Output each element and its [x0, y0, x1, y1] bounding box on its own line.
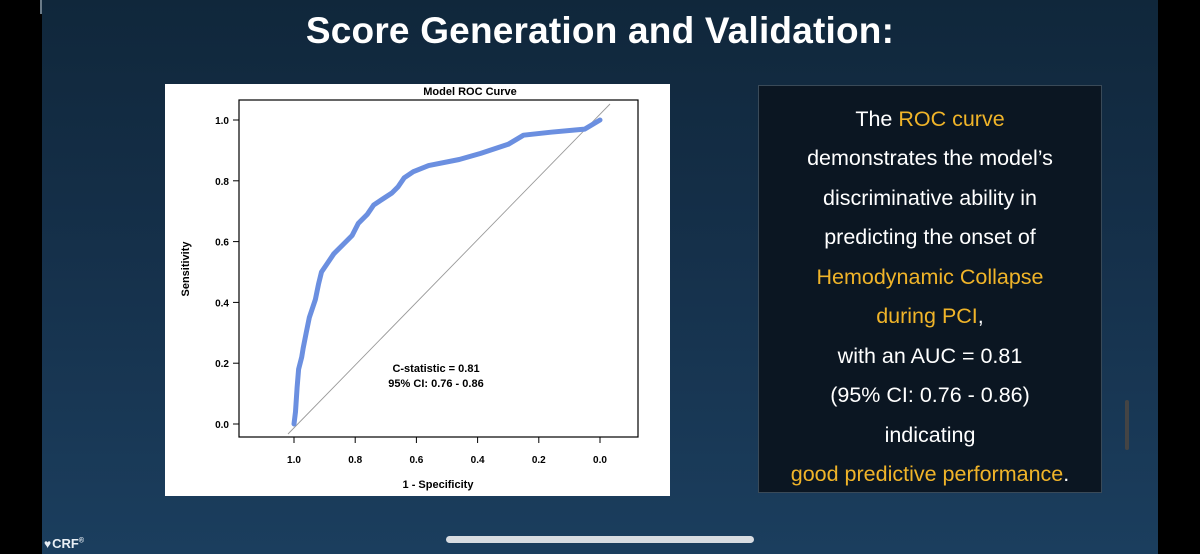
summary-text: The	[855, 107, 899, 131]
x-tick-label: 0.8	[348, 455, 362, 466]
summary-line-2: demonstrates the model’s	[807, 146, 1053, 170]
summary-line-4: predicting the onset of	[824, 225, 1036, 249]
y-tick-label: 0.6	[215, 238, 229, 249]
summary-text: ,	[977, 304, 984, 328]
plot-frame	[238, 99, 639, 438]
slide-title: Score Generation and Validation:	[305, 10, 895, 51]
chart-title: Model ROC Curve	[423, 86, 517, 98]
summary-line-8: (95% CI: 0.76 - 0.86)	[830, 383, 1030, 407]
roc-chart: Model ROC Curve 0.0 0.2 0.4 0.6 0.8 1.0 1.0 0.8 0…	[180, 86, 639, 491]
home-indicator[interactable]	[446, 536, 754, 543]
y-tick-label: 0.0	[215, 420, 229, 431]
y-axis-label: Sensitivity	[180, 241, 192, 297]
y-tick-label: 0.2	[215, 359, 229, 370]
confidence-interval-label: 95% CI: 0.76 - 0.86	[388, 378, 483, 390]
scroll-indicator[interactable]	[1125, 400, 1129, 450]
logo-mark: ®	[78, 537, 85, 545]
presentation-slide: Score Generation and Validation: Model R…	[42, 0, 1158, 554]
c-statistic-label: C-statistic = 0.81	[392, 363, 479, 375]
x-tick-label: 0.2	[532, 455, 546, 466]
roc-chart-panel: Model ROC Curve 0.0 0.2 0.4 0.6 0.8 1.0 1.0 0.8 0…	[165, 84, 670, 496]
x-tick-label: 0.6	[409, 455, 423, 466]
summary-line-10: good predictive performance.	[759, 459, 1101, 489]
crf-logo: ♥CRF®	[44, 536, 84, 551]
summary-text: .	[1063, 462, 1070, 486]
screen-edge-marker	[40, 0, 42, 14]
heart-logo-icon: ♥	[44, 537, 52, 551]
roc-curve-line	[291, 117, 603, 427]
y-tick-label: 0.8	[215, 177, 229, 188]
summary-line-7: with an AUC = 0.81	[837, 344, 1023, 368]
summary-line-6: during PCI,	[759, 301, 1101, 331]
x-tick-label: 0.4	[471, 455, 485, 466]
reference-diagonal	[287, 103, 611, 435]
x-tick-label: 0.0	[593, 455, 607, 466]
summary-text-box: The ROC curve demonstrates the model’s d…	[758, 85, 1102, 493]
logo-text: CRF	[52, 536, 79, 551]
x-tick-label: 1.0	[287, 455, 301, 466]
y-tick-label: 0.4	[215, 298, 229, 309]
y-tick-label: 1.0	[215, 116, 229, 127]
x-axis-label: 1 - Specificity	[403, 479, 475, 491]
summary-line-9: indicating	[884, 423, 976, 447]
summary-highlight: ROC curve	[898, 107, 1005, 131]
summary-line-3: discriminative ability in	[823, 186, 1037, 210]
summary-highlight: during PCI	[876, 304, 978, 328]
summary-highlight: good predictive performance	[790, 462, 1064, 486]
summary-line-1: The ROC curve	[759, 104, 1101, 134]
summary-line-5: Hemodynamic Collapse	[816, 265, 1044, 289]
